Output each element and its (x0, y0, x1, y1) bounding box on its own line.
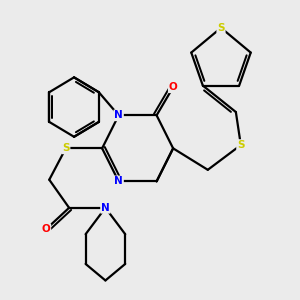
Text: N: N (114, 110, 123, 120)
Text: O: O (169, 82, 178, 92)
Text: N: N (101, 203, 110, 213)
Text: O: O (42, 224, 50, 234)
Text: S: S (217, 23, 225, 33)
Text: N: N (114, 176, 123, 186)
Text: S: S (62, 143, 70, 153)
Text: S: S (237, 140, 244, 150)
